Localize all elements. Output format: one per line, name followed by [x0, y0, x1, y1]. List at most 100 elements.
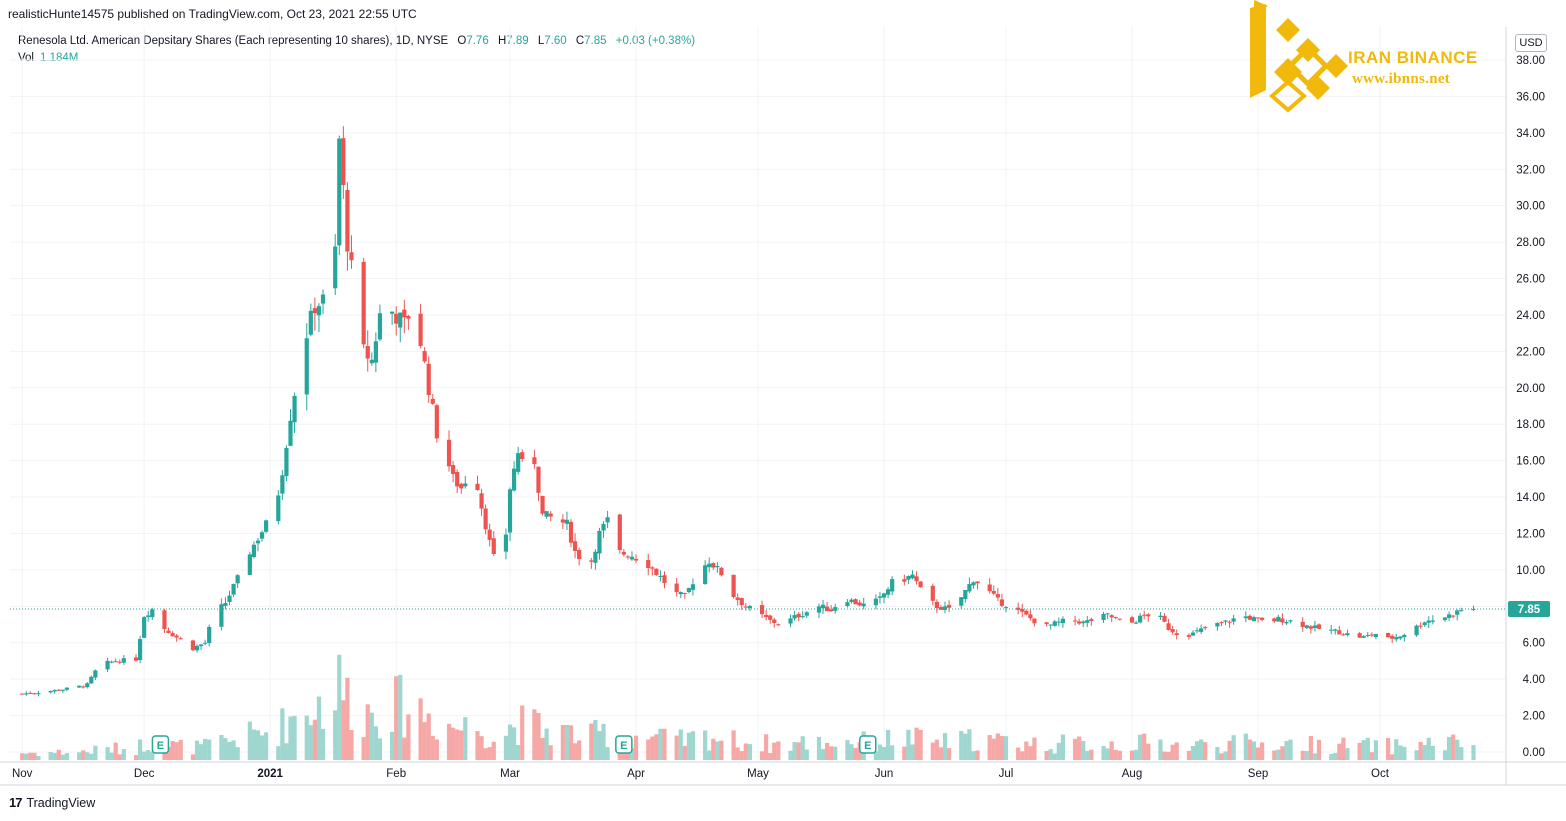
candle-body: [873, 598, 878, 606]
candle-body: [589, 560, 594, 562]
candle-body: [1170, 629, 1175, 633]
candle-body: [715, 565, 720, 568]
volume-bar: [1085, 750, 1090, 760]
volume-bar: [520, 705, 525, 760]
candle-body: [219, 604, 224, 627]
volume-bar: [109, 752, 114, 760]
volume-bar: [280, 708, 285, 760]
volume-bar: [1024, 741, 1029, 760]
volume-bar: [1341, 737, 1346, 760]
candle-body: [987, 584, 992, 592]
candle-body: [877, 596, 883, 598]
volume-bar: [235, 747, 240, 760]
volume-bar: [1333, 752, 1338, 760]
volume-bar: [548, 745, 553, 760]
price-tick-label: 10.00: [1516, 565, 1545, 577]
candle-body: [849, 599, 854, 602]
currency-button[interactable]: USD: [1515, 34, 1547, 52]
candle-body: [548, 513, 553, 517]
candle-body: [198, 644, 204, 647]
volume-bar: [959, 731, 964, 760]
candle-body: [568, 521, 574, 543]
volume-bar: [532, 709, 537, 760]
volume-bar: [1369, 752, 1374, 760]
volume-bar: [369, 712, 374, 760]
candle-body: [564, 519, 570, 524]
candle-body: [304, 338, 309, 395]
volume-bar: [406, 714, 411, 760]
volume-bar: [690, 731, 696, 760]
volume-bar: [1386, 737, 1391, 760]
candle-body: [511, 468, 517, 491]
candle-body: [398, 312, 403, 328]
candle-body: [64, 687, 70, 690]
candle-body: [1117, 618, 1122, 620]
candle-body: [1455, 610, 1460, 615]
candle-body: [1259, 617, 1265, 620]
volume-bar: [1052, 753, 1057, 760]
candle-body: [93, 670, 98, 678]
volume-bar: [133, 755, 139, 760]
candle-body: [881, 593, 887, 598]
candle-body: [686, 588, 691, 593]
volume-bar: [137, 739, 143, 760]
candle-body: [28, 692, 33, 694]
candle-body: [1459, 610, 1464, 612]
candle-body: [1446, 614, 1452, 619]
volume-bar: [459, 730, 464, 760]
candle-body: [1020, 609, 1025, 612]
candle-body: [597, 530, 602, 554]
candle-body: [800, 616, 805, 618]
candle-body: [1223, 620, 1228, 622]
candle-body: [487, 529, 492, 540]
candle-body: [349, 252, 354, 261]
candle-body: [463, 483, 468, 487]
candle-body: [1072, 620, 1078, 622]
candle-body: [1032, 618, 1037, 624]
last-price-tag-label: 7.85: [1518, 604, 1541, 616]
volume-bar: [1304, 750, 1309, 760]
candle-body: [1186, 635, 1192, 637]
candle-body: [24, 693, 29, 695]
candle-body: [312, 308, 317, 314]
volume-bar: [577, 740, 582, 760]
candle-body: [816, 606, 822, 613]
price-axis: 38.00 36.00 34.00 32.00 30.00 28.00 26.00 24.00…: [1505, 27, 1550, 785]
volume-bar: [463, 717, 468, 760]
volume-bar: [646, 739, 651, 760]
time-tick-label: Jun: [875, 768, 894, 780]
volume-bars: [20, 654, 1476, 760]
candle-body: [1471, 609, 1476, 611]
volume-bar: [1186, 750, 1192, 760]
candle-body: [885, 589, 891, 595]
candle-body: [690, 584, 696, 590]
volume-bar: [1459, 747, 1464, 760]
candle-body: [739, 598, 744, 606]
candle-body: [1304, 625, 1309, 628]
candle-body: [902, 579, 907, 582]
candle-body: [1231, 618, 1236, 622]
tradingview-logo[interactable]: 17 TradingView: [9, 795, 95, 810]
candle-body: [121, 658, 126, 663]
volume-bar: [650, 736, 655, 760]
volume-bar: [845, 740, 850, 760]
candle-body: [105, 660, 110, 670]
candle-body: [711, 563, 716, 568]
candle-body: [1430, 620, 1435, 622]
candle-body: [792, 615, 797, 619]
close-value: 7.85: [584, 35, 607, 47]
candle-body: [1044, 622, 1049, 625]
candle-body: [1052, 621, 1057, 626]
volume-bar: [1247, 739, 1252, 760]
volume-bar: [971, 751, 976, 760]
candle-body: [1056, 621, 1061, 623]
volume-bar: [487, 747, 492, 760]
volume-bar: [715, 741, 720, 760]
volume-bar: [1003, 736, 1009, 760]
volume-bar: [483, 748, 488, 760]
candle-body: [475, 483, 480, 490]
volume-bar: [1101, 745, 1106, 760]
open-value: 7.76: [466, 35, 489, 47]
volume-bar: [166, 746, 171, 760]
